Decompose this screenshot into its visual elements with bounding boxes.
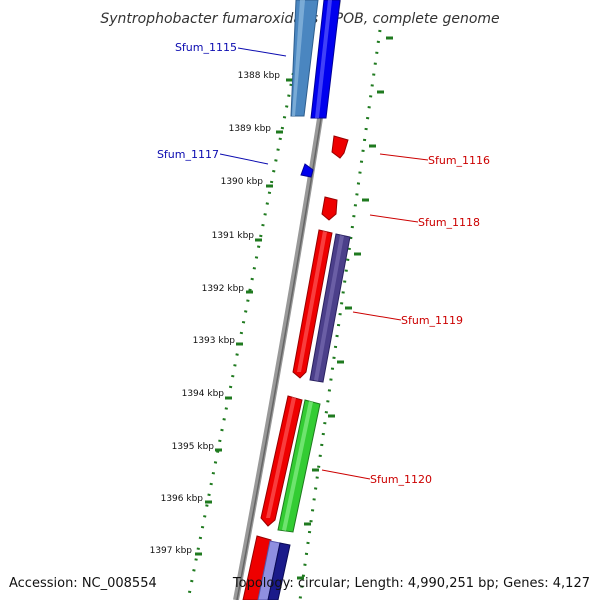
leader-line-sfum-1120	[321, 469, 371, 480]
gene-highlight	[297, 231, 327, 372]
kbp-label: 1394 kbp	[182, 389, 225, 399]
gene-red-feature[interactable]	[242, 535, 272, 600]
accession-text: Accession: NC_008554	[9, 576, 157, 591]
kbp-label: 1392 kbp	[202, 284, 245, 294]
gene-sfum-1115-feature[interactable]	[290, 0, 319, 117]
leader-line-sfum-1119	[352, 311, 402, 321]
gene-lavender-feature[interactable]	[257, 540, 281, 600]
gene-highlight	[292, 0, 305, 116]
leader-line-sfum-1118	[369, 214, 419, 223]
gene-label-sfum-1119[interactable]: Sfum_1119	[401, 314, 463, 327]
outer-tick-track	[298, 29, 382, 600]
leader-line-sfum-1116	[379, 153, 429, 161]
gene-highlight	[314, 235, 344, 381]
kbp-label: 1390 kbp	[221, 177, 264, 187]
gene-label-sfum-1120[interactable]: Sfum_1120	[370, 473, 432, 486]
outer-major-ticks	[297, 36, 393, 580]
gene-label-sfum-1118[interactable]: Sfum_1118	[418, 216, 480, 229]
gene-highlight	[282, 401, 313, 531]
genome-summary-text: Topology: circular; Length: 4,990,251 bp…	[232, 576, 590, 591]
gene-sfum-1118-feature[interactable]	[321, 196, 338, 221]
kbp-label: 1396 kbp	[161, 494, 204, 504]
gene-highlight	[315, 0, 332, 118]
leader-line-sfum-1115	[237, 47, 287, 57]
gene-label-sfum-1116[interactable]: Sfum_1116	[428, 154, 490, 167]
gene-navy-feature[interactable]	[267, 542, 291, 600]
gene-label-sfum-1117[interactable]: Sfum_1117	[157, 148, 219, 161]
inner-tick-track	[186, 29, 304, 600]
kbp-label: 1391 kbp	[212, 231, 255, 241]
leader-line-sfum-1117	[219, 153, 269, 165]
gene-label-sfum-1115[interactable]: Sfum_1115	[175, 41, 237, 54]
kbp-label: 1397 kbp	[150, 546, 193, 556]
gene-sfum-1117-feature[interactable]	[300, 163, 314, 178]
kbp-label: 1388 kbp	[238, 71, 281, 81]
kbp-label: 1389 kbp	[229, 124, 272, 134]
kbp-label: 1395 kbp	[172, 442, 215, 452]
kbp-label: 1393 kbp	[193, 336, 236, 346]
gene-highlight	[266, 397, 296, 518]
inner-major-ticks	[195, 78, 293, 556]
gene-sfum-1116-feature[interactable]	[331, 135, 349, 159]
